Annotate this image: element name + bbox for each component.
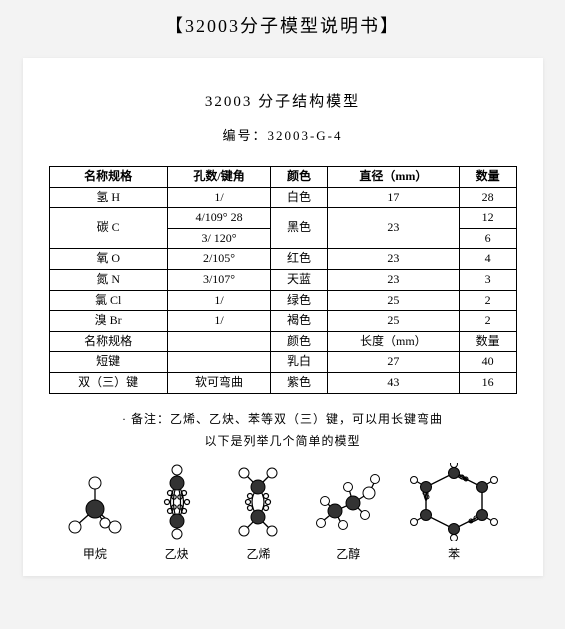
cell-qty: 3 xyxy=(459,269,516,290)
diagram-methane: 甲烷 xyxy=(65,463,125,562)
cell-spec: 1/ xyxy=(167,187,270,208)
cell-color: 黑色 xyxy=(271,208,328,249)
header-band: 【32003分子模型说明书】 xyxy=(0,0,565,54)
table-row: 双（三）键软可弯曲紫色4316 xyxy=(49,372,516,393)
diagram-benzene: 苯 xyxy=(408,463,500,562)
table-row: 氢 H1/白色1728 xyxy=(49,187,516,208)
cell-diam: 25 xyxy=(327,311,459,332)
cell-qty: 28 xyxy=(459,187,516,208)
header-title: 【32003分子模型说明书】 xyxy=(165,16,400,36)
spec-table: 名称规格 孔数/键角 颜色 直径（mm） 数量 氢 H1/白色1728碳 C4/… xyxy=(49,166,517,394)
table-header-row-2: 名称规格 颜色 长度（mm） 数量 xyxy=(49,331,516,352)
cell-color: 绿色 xyxy=(271,290,328,311)
cell-diam: 23 xyxy=(327,269,459,290)
cell-qty: 2 xyxy=(459,290,516,311)
table-row: 氯 Cl1/绿色252 xyxy=(49,290,516,311)
cell-color: 褐色 xyxy=(271,311,328,332)
cell-color: 天蓝 xyxy=(271,269,328,290)
cell-color: 白色 xyxy=(271,187,328,208)
table-row: 溴 Br1/褐色252 xyxy=(49,311,516,332)
th2-color: 颜色 xyxy=(271,331,328,352)
diagram-ethene: 乙烯 xyxy=(228,463,288,562)
doc-title: 32003 分子结构模型 xyxy=(49,90,517,111)
notes-line1: 备注：乙烯、乙炔、苯等双（三）键，可以用长键弯曲 xyxy=(131,412,443,426)
cell-color: 乳白 xyxy=(271,352,328,373)
document-page: 32003 分子结构模型 编号：32003-G-4 名称规格 孔数/键角 颜色 … xyxy=(23,58,543,576)
cell-spec: 3/107° xyxy=(167,269,270,290)
cell-spec: 4/109° 28 xyxy=(167,208,270,229)
th2-spec xyxy=(167,331,270,352)
cell-name: 短键 xyxy=(49,352,167,373)
cell-spec xyxy=(167,352,270,373)
th-diam: 直径（mm） xyxy=(327,167,459,188)
diagram-label: 乙炔 xyxy=(165,545,189,562)
diagram-ethanol: 乙醇 xyxy=(313,463,383,562)
table-header-row: 名称规格 孔数/键角 颜色 直径（mm） 数量 xyxy=(49,167,516,188)
cell-name: 碳 C xyxy=(49,208,167,249)
table-row: 氮 N3/107°天蓝233 xyxy=(49,269,516,290)
th-color: 颜色 xyxy=(271,167,328,188)
th-spec: 孔数/键角 xyxy=(167,167,270,188)
th2-name: 名称规格 xyxy=(49,331,167,352)
cell-spec: 1/ xyxy=(167,311,270,332)
cell-name: 氧 O xyxy=(49,249,167,270)
cell-diam: 25 xyxy=(327,290,459,311)
cell-diam: 23 xyxy=(327,208,459,249)
diagram-label: 苯 xyxy=(448,545,460,562)
diagram-label: 乙醇 xyxy=(336,545,360,562)
cell-qty: 12 xyxy=(459,208,516,229)
th2-qty: 数量 xyxy=(459,331,516,352)
cell-qty: 4 xyxy=(459,249,516,270)
diagram-label: 甲烷 xyxy=(83,545,107,562)
cell-diam: 23 xyxy=(327,249,459,270)
doc-subtitle: 编号：32003-G-4 xyxy=(49,125,517,144)
cell-name: 氯 Cl xyxy=(49,290,167,311)
cell-spec: 软可弯曲 xyxy=(167,372,270,393)
cell-len: 43 xyxy=(327,372,459,393)
cell-name: 氢 H xyxy=(49,187,167,208)
cell-spec: 3/ 120° xyxy=(167,228,270,249)
cell-len: 27 xyxy=(327,352,459,373)
diagram-ethyne: 乙炔 xyxy=(150,463,204,562)
cell-name: 双（三）键 xyxy=(49,372,167,393)
th2-len: 长度（mm） xyxy=(327,331,459,352)
cell-diam: 17 xyxy=(327,187,459,208)
table-row: 短键 乳白2740 xyxy=(49,352,516,373)
cell-qty: 6 xyxy=(459,228,516,249)
cell-spec: 2/105° xyxy=(167,249,270,270)
th-name: 名称规格 xyxy=(49,167,167,188)
cell-qty: 16 xyxy=(459,372,516,393)
notes-line2: 以下是列举几个简单的模型 xyxy=(204,434,360,448)
diagrams-row: 甲烷 xyxy=(49,463,517,562)
cell-name: 氮 N xyxy=(49,269,167,290)
table-row: 碳 C4/109° 28黑色2312 xyxy=(49,208,516,229)
diagram-label: 乙烯 xyxy=(246,545,270,562)
table-row: 氧 O2/105°红色234 xyxy=(49,249,516,270)
cell-spec: 1/ xyxy=(167,290,270,311)
cell-name: 溴 Br xyxy=(49,311,167,332)
cell-color: 紫色 xyxy=(271,372,328,393)
cell-qty: 2 xyxy=(459,311,516,332)
cell-qty: 40 xyxy=(459,352,516,373)
notes-block: · 备注：乙烯、乙炔、苯等双（三）键，可以用长键弯曲 以下是列举几个简单的模型 xyxy=(49,408,517,454)
cell-color: 红色 xyxy=(271,249,328,270)
th-qty: 数量 xyxy=(459,167,516,188)
